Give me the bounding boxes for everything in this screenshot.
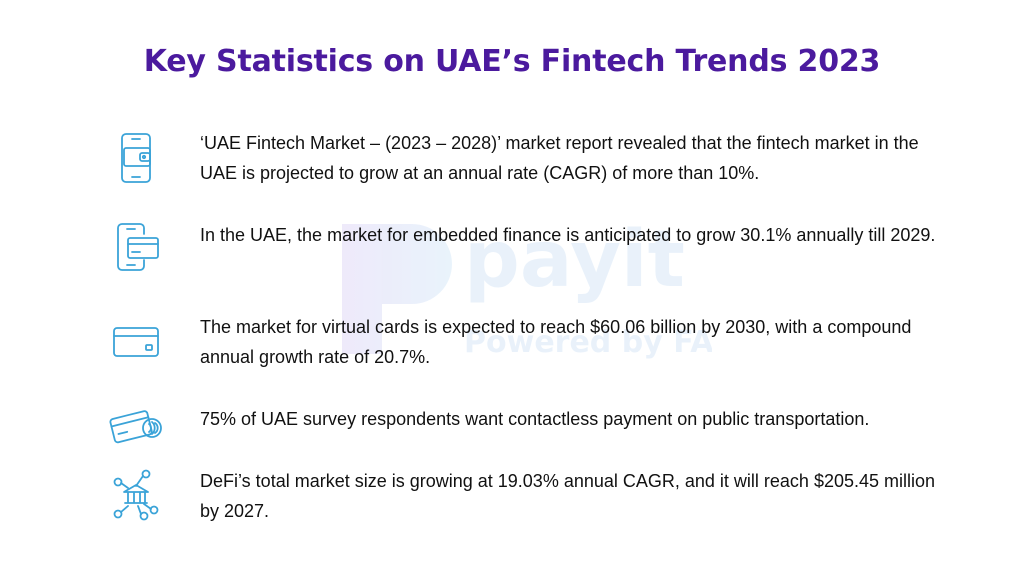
stat-text: In the UAE, the market for embedded fina… — [200, 225, 936, 245]
stat-text: The market for virtual cards is expected… — [200, 317, 912, 367]
stat-text: DeFi’s total market size is growing at 1… — [200, 471, 936, 521]
mobile-wallet-icon — [108, 130, 164, 186]
phone-card-icon — [108, 220, 164, 276]
contactless-card-icon — [108, 396, 164, 452]
stat-text: 75% of UAE survey respondents want conta… — [200, 409, 870, 429]
page-title: Key Statistics on UAE’s Fintech Trends 2… — [143, 44, 881, 79]
defi-network-bank-icon — [108, 468, 164, 524]
credit-card-icon — [108, 314, 164, 370]
stat-text: ‘UAE Fintech Market – (2023 – 2028)’ mar… — [200, 133, 919, 183]
